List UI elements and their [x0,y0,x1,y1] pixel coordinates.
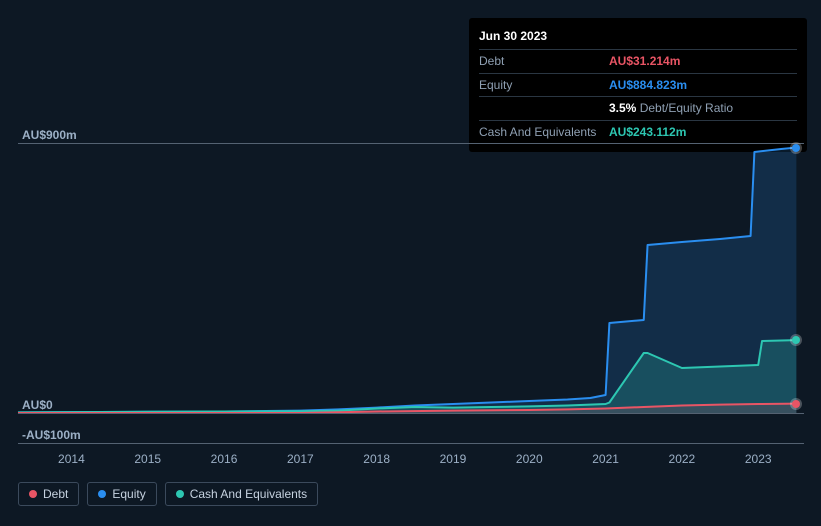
legend-swatch [176,490,184,498]
chart-area: AU$900mAU$0-AU$100m [18,120,804,470]
tooltip-row-value: AU$884.823m [609,77,687,94]
tooltip-row-value: AU$31.214m [609,53,680,70]
tooltip-row: DebtAU$31.214m [479,49,797,73]
legend-swatch [98,490,106,498]
x-axis-label: 2022 [669,452,696,466]
chart-plot [18,143,804,443]
x-axis-label: 2014 [58,452,85,466]
legend-label: Cash And Equivalents [190,487,307,501]
tooltip-row-label: Equity [479,77,609,94]
tooltip-row-label: Debt [479,53,609,70]
x-axis-label: 2020 [516,452,543,466]
x-axis-label: 2023 [745,452,772,466]
tooltip-row-label [479,100,609,117]
tooltip-row: EquityAU$884.823m [479,73,797,97]
chart-legend: Debt Equity Cash And Equivalents [18,482,318,506]
legend-label: Debt [43,487,68,501]
tooltip-date: Jun 30 2023 [479,24,797,49]
x-axis-label: 2021 [592,452,619,466]
x-axis-label: 2019 [440,452,467,466]
series-end-marker-equity [792,144,800,152]
y-axis-label: AU$900m [22,128,77,142]
x-axis-label: 2016 [211,452,238,466]
gridline [18,413,804,414]
series-end-marker-cash [792,336,800,344]
gridline [18,143,804,144]
x-axis-label: 2017 [287,452,314,466]
series-end-marker-debt [792,400,800,408]
legend-label: Equity [112,487,145,501]
legend-item-cash[interactable]: Cash And Equivalents [165,482,318,506]
x-axis-label: 2015 [134,452,161,466]
tooltip-row: 3.5% Debt/Equity Ratio [479,96,797,120]
tooltip-row-value: 3.5% Debt/Equity Ratio [609,100,733,117]
x-axis: 2014 2015 2016 2017 2018 2019 2020 2021 2022 2023 [18,452,804,470]
gridline [18,443,804,444]
x-axis-label: 2018 [363,452,390,466]
legend-item-equity[interactable]: Equity [87,482,156,506]
legend-swatch [29,490,37,498]
legend-item-debt[interactable]: Debt [18,482,79,506]
